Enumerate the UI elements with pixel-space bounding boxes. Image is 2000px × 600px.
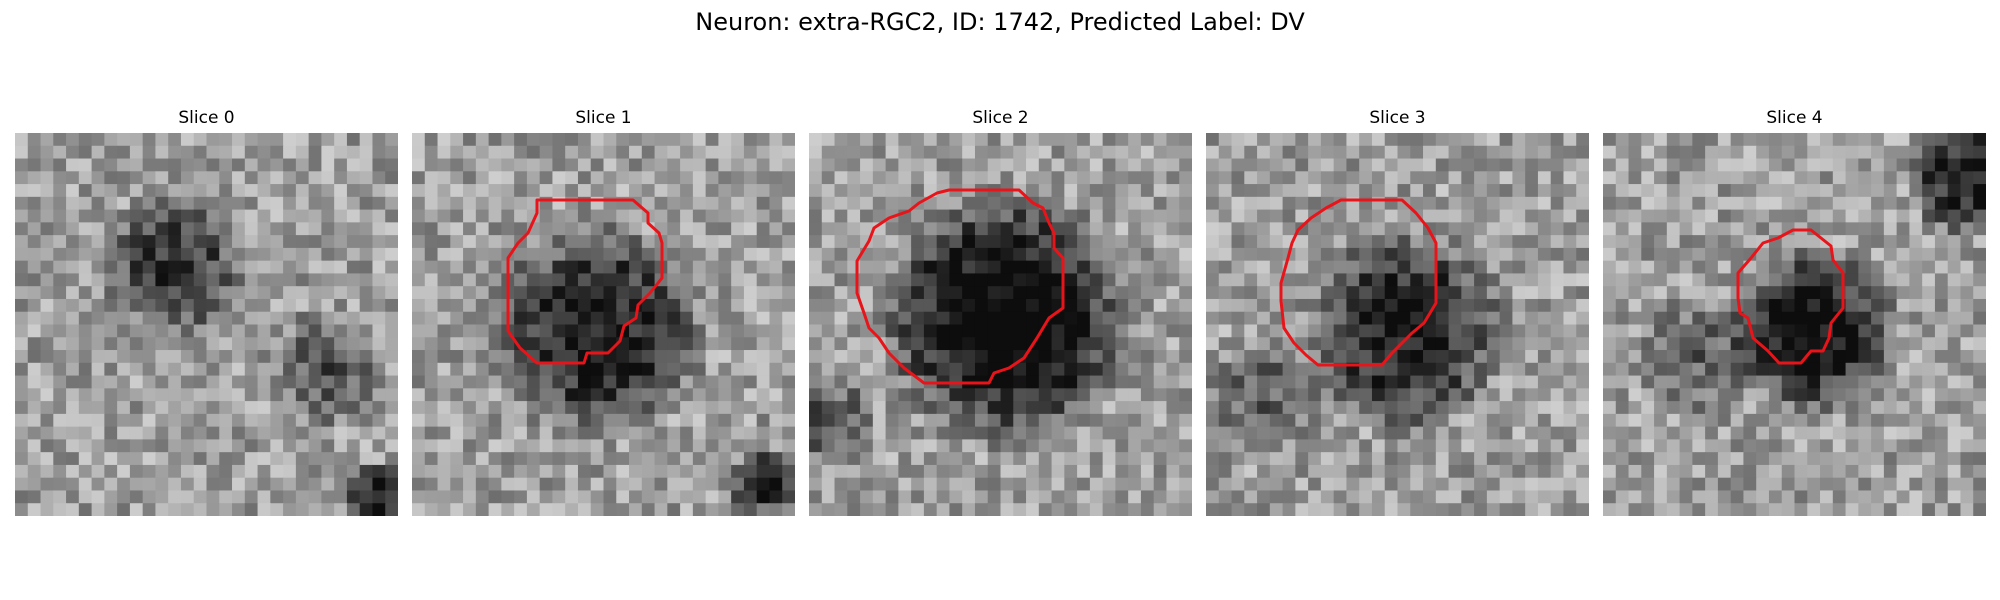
slice-panel-0: Slice 0 [15, 108, 398, 516]
slice-image-3 [1206, 133, 1589, 516]
pixel-grid [1206, 133, 1589, 516]
pixel-grid [809, 133, 1192, 516]
slice-title-4: Slice 4 [1766, 108, 1823, 128]
pixel-grid [1603, 133, 1986, 516]
segmentation-contour [1736, 228, 1845, 365]
slice-image-2 [809, 133, 1192, 516]
slice-title-2: Slice 2 [972, 108, 1029, 128]
figure-title: Neuron: extra-RGC2, ID: 1742, Predicted … [695, 8, 1305, 36]
segmentation-contour [506, 198, 664, 365]
segmentation-contour [1279, 198, 1438, 367]
slice-panel-2: Slice 2 [809, 108, 1192, 516]
slice-title-3: Slice 3 [1369, 108, 1426, 128]
slice-panel-1: Slice 1 [412, 108, 795, 516]
slice-panel-4: Slice 4 [1603, 108, 1986, 516]
slice-title-1: Slice 1 [575, 108, 632, 128]
slice-image-1 [412, 133, 795, 516]
slice-image-0 [15, 133, 398, 516]
pixel-grid [412, 133, 795, 516]
slice-panel-3: Slice 3 [1206, 108, 1589, 516]
slice-image-4 [1603, 133, 1986, 516]
slice-title-0: Slice 0 [178, 108, 235, 128]
pixel-grid [15, 133, 398, 516]
segmentation-contour [855, 188, 1065, 385]
